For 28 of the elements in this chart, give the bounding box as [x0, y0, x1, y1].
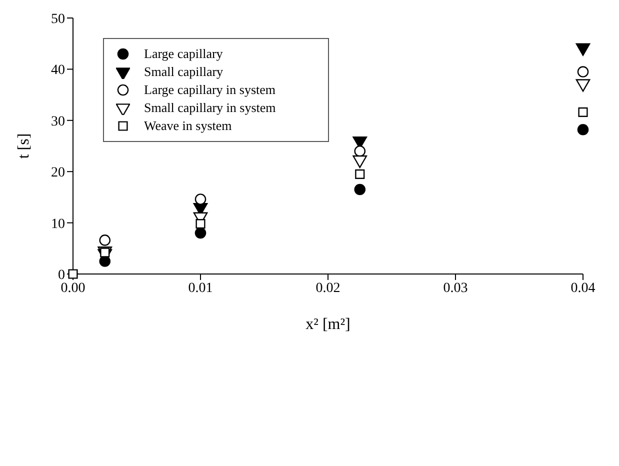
y-tick-label: 40 [51, 63, 65, 78]
legend-label: Weave in system [144, 118, 232, 134]
point [194, 194, 206, 205]
y-tick-label: 0 [58, 268, 65, 283]
y-tick-label: 20 [51, 166, 65, 181]
point [354, 145, 366, 157]
x-tick-label: 0.04 [570, 280, 596, 296]
legend-label: Large capillary in system [144, 82, 276, 98]
legend-label: Small capillary in system [144, 100, 276, 116]
point [355, 169, 365, 179]
point [578, 107, 588, 117]
y-tick-label: 50 [51, 12, 65, 27]
legend-label: Small capillary [144, 64, 224, 80]
point [577, 124, 589, 136]
y-tick-label: 10 [51, 216, 65, 232]
point [194, 227, 206, 239]
x-tick-label: 0.01 [188, 280, 213, 296]
legend-label: Large capillary [144, 46, 223, 62]
point [354, 184, 366, 196]
x-tick-label: 0.03 [443, 280, 468, 296]
y-axis-title: t [s] [16, 133, 33, 159]
point [577, 66, 589, 78]
x-axis-title: x² [m²] [306, 316, 350, 333]
x-tick-label: 0.02 [316, 280, 340, 296]
point [196, 219, 206, 229]
point [99, 234, 111, 246]
y-tick-label: 30 [51, 114, 65, 130]
x-tick-label: 0.00 [60, 280, 86, 296]
